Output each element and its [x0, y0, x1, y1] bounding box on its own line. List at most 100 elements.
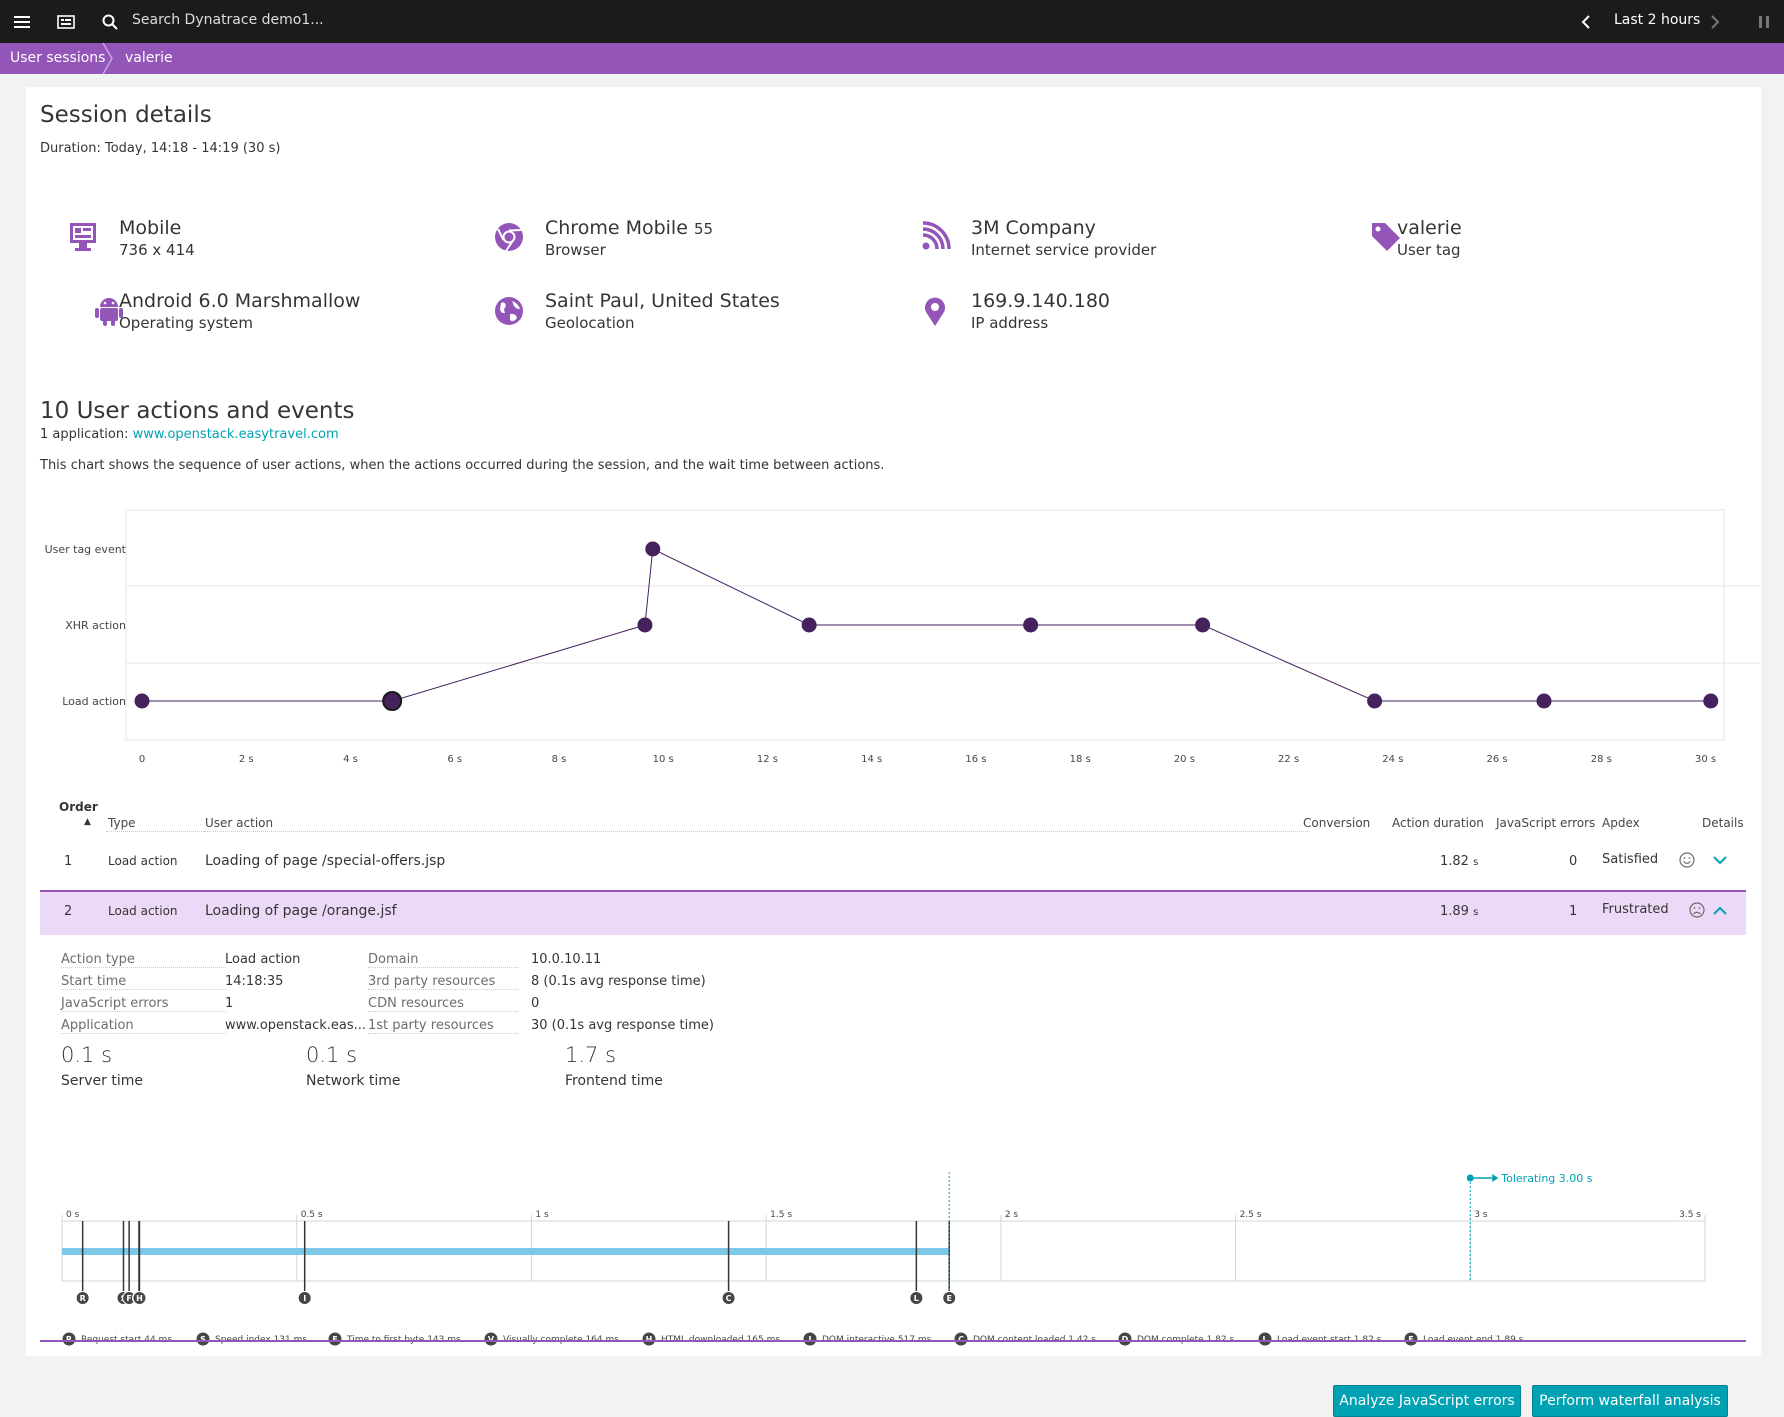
- chart-description: This chart shows the sequence of user ac…: [40, 458, 885, 473]
- property-mobile: Mobile 736 x 414: [119, 217, 195, 259]
- row-action[interactable]: Loading of page /special-offers.jsp: [205, 853, 446, 869]
- detail-label: 3rd party resources: [368, 974, 518, 990]
- satisfied-smiley-icon: [1679, 852, 1695, 868]
- page-title: Session details: [40, 102, 212, 128]
- x-axis-tick-label: 6 s: [447, 754, 462, 765]
- row-apdex: Frustrated: [1602, 902, 1669, 917]
- waterfall-tick-label: 3 s: [1474, 1210, 1488, 1220]
- conversion-header[interactable]: Conversion: [1303, 816, 1371, 830]
- legend-marker-letter: C: [958, 1335, 964, 1344]
- tolerating-label: Tolerating 3.00 s: [1500, 1172, 1592, 1185]
- metric-value: 0.1 s: [306, 1043, 358, 1067]
- row-type: Load action: [108, 854, 178, 868]
- legend-marker-icon: [803, 1332, 817, 1346]
- action-point[interactable]: [801, 617, 817, 633]
- header-divider: [204, 831, 1310, 832]
- application-line: 1 application: www.openstack.easytravel.…: [40, 427, 339, 442]
- timeframe-selector[interactable]: Last 2 hours: [1614, 12, 1701, 28]
- row-duration-unit: s: [1473, 857, 1479, 868]
- row-divider: [40, 890, 1746, 892]
- legend-marker-icon: [196, 1332, 210, 1346]
- user-actions-chart: Load action XHR action User tag event 0 2 s 4…: [45, 509, 1760, 765]
- action-point[interactable]: [1703, 693, 1719, 709]
- action-point[interactable]: [1367, 693, 1383, 709]
- x-axis-tick-label: 14 s: [861, 754, 882, 765]
- analyze-js-errors-button[interactable]: Analyze JavaScript errors: [1333, 1385, 1521, 1417]
- waterfall-tick-label: 2.5 s: [1240, 1210, 1262, 1220]
- property-title: Mobile: [119, 217, 182, 239]
- type-header[interactable]: Type: [108, 816, 136, 830]
- series-line: [142, 548, 1711, 702]
- x-axis-tick-label: 16 s: [965, 754, 986, 765]
- user-action-header[interactable]: User action: [205, 816, 274, 830]
- hamburger-menu-icon[interactable]: [10, 10, 34, 34]
- breadcrumb-separator-icon: [102, 43, 113, 74]
- tolerating-arrow-icon: [1492, 1174, 1499, 1182]
- sort-ascending-icon[interactable]: ▲: [84, 817, 91, 827]
- apdex-header[interactable]: Apdex: [1602, 816, 1640, 830]
- x-axis-tick-label: 24 s: [1382, 754, 1403, 765]
- row-action[interactable]: Loading of page /orange.jsf: [205, 903, 397, 919]
- property-subtitle: 736 x 414: [119, 241, 195, 259]
- android-icon: [92, 294, 126, 328]
- expand-chevron-down-icon[interactable]: [1712, 854, 1728, 866]
- x-axis-tick-label: 10 s: [653, 754, 674, 765]
- action-point[interactable]: [645, 541, 661, 557]
- server-time-metric: 0.1 s Server time: [61, 1043, 143, 1089]
- table-row-expanded[interactable]: 2 Load action Loading of page /orange.js…: [40, 892, 1746, 935]
- frontend-time-metric: 1.7 s Frontend time: [565, 1043, 663, 1089]
- waterfall-analysis-button[interactable]: Perform waterfall analysis: [1532, 1385, 1728, 1417]
- table-row[interactable]: 1 Load action Loading of page /special-o…: [40, 842, 1746, 888]
- search-input[interactable]: Search Dynatrace demo1...: [132, 12, 324, 28]
- action-point[interactable]: [1536, 693, 1552, 709]
- legend-marker-icon: [1258, 1332, 1272, 1346]
- legend-marker-icon: [642, 1332, 656, 1346]
- search-icon[interactable]: [98, 10, 122, 34]
- timing-marker-letter: F: [126, 1294, 131, 1303]
- session-duration: Duration: Today, 14:18 - 14:19 (30 s): [40, 141, 281, 156]
- x-axis-tick-label: 20 s: [1174, 754, 1195, 765]
- action-point[interactable]: [1023, 617, 1039, 633]
- detail-value: 8 (0.1s avg response time): [531, 974, 706, 989]
- legend-marker-icon: [1118, 1332, 1132, 1346]
- property-subtitle: Internet service provider: [971, 241, 1157, 259]
- dashboard-icon[interactable]: [54, 10, 78, 34]
- order-header[interactable]: Order: [59, 800, 98, 814]
- x-axis-tick-label: 0: [139, 754, 145, 765]
- legend-marker-icon: [484, 1332, 498, 1346]
- tag-icon: [1369, 220, 1403, 254]
- waterfall-tick-label: 3.5 s: [1679, 1210, 1701, 1220]
- action-point[interactable]: [1195, 617, 1211, 633]
- property-subtitle: User tag: [1397, 241, 1461, 259]
- breadcrumb-user-sessions[interactable]: User sessions: [10, 50, 106, 66]
- timing-marker-icon[interactable]: [909, 1291, 924, 1305]
- action-point[interactable]: [637, 617, 653, 633]
- action-duration-header[interactable]: Action duration: [1392, 816, 1484, 830]
- timing-marker-icon[interactable]: [721, 1291, 736, 1305]
- x-axis-tick-label: 2 s: [239, 754, 254, 765]
- action-point[interactable]: [134, 693, 150, 709]
- legend-marker-icon: [954, 1332, 968, 1346]
- chevron-left-icon[interactable]: [1574, 10, 1598, 34]
- legend-marker-letter: I: [809, 1335, 812, 1344]
- property-ip: 169.9.140.180 IP address: [971, 290, 1110, 332]
- pause-icon[interactable]: [1752, 10, 1776, 34]
- timing-marker-letter: H: [136, 1294, 143, 1303]
- timing-marker-icon[interactable]: [297, 1291, 312, 1305]
- action-point[interactable]: [382, 691, 403, 711]
- chevron-right-icon[interactable]: [1703, 10, 1727, 34]
- timing-marker-icon[interactable]: [75, 1291, 90, 1305]
- detail-label: Start time: [61, 974, 226, 990]
- user-action-duration-bar[interactable]: [62, 1248, 950, 1255]
- header-divider: [106, 831, 206, 832]
- timing-marker-icon[interactable]: [942, 1291, 957, 1305]
- collapse-chevron-up-icon[interactable]: [1712, 905, 1728, 917]
- application-link[interactable]: www.openstack.easytravel.com: [132, 427, 339, 442]
- details-header[interactable]: Details: [1702, 816, 1744, 830]
- y-axis-label: Load action: [62, 695, 126, 708]
- session-details-panel: Session details Duration: Today, 14:18 -…: [26, 87, 1761, 1417]
- application-detail-link[interactable]: www.openstack.eas...: [225, 1018, 367, 1033]
- timing-marker-icon[interactable]: [132, 1291, 147, 1305]
- detail-value: 0: [531, 996, 540, 1011]
- js-errors-header[interactable]: JavaScript errors: [1496, 816, 1596, 830]
